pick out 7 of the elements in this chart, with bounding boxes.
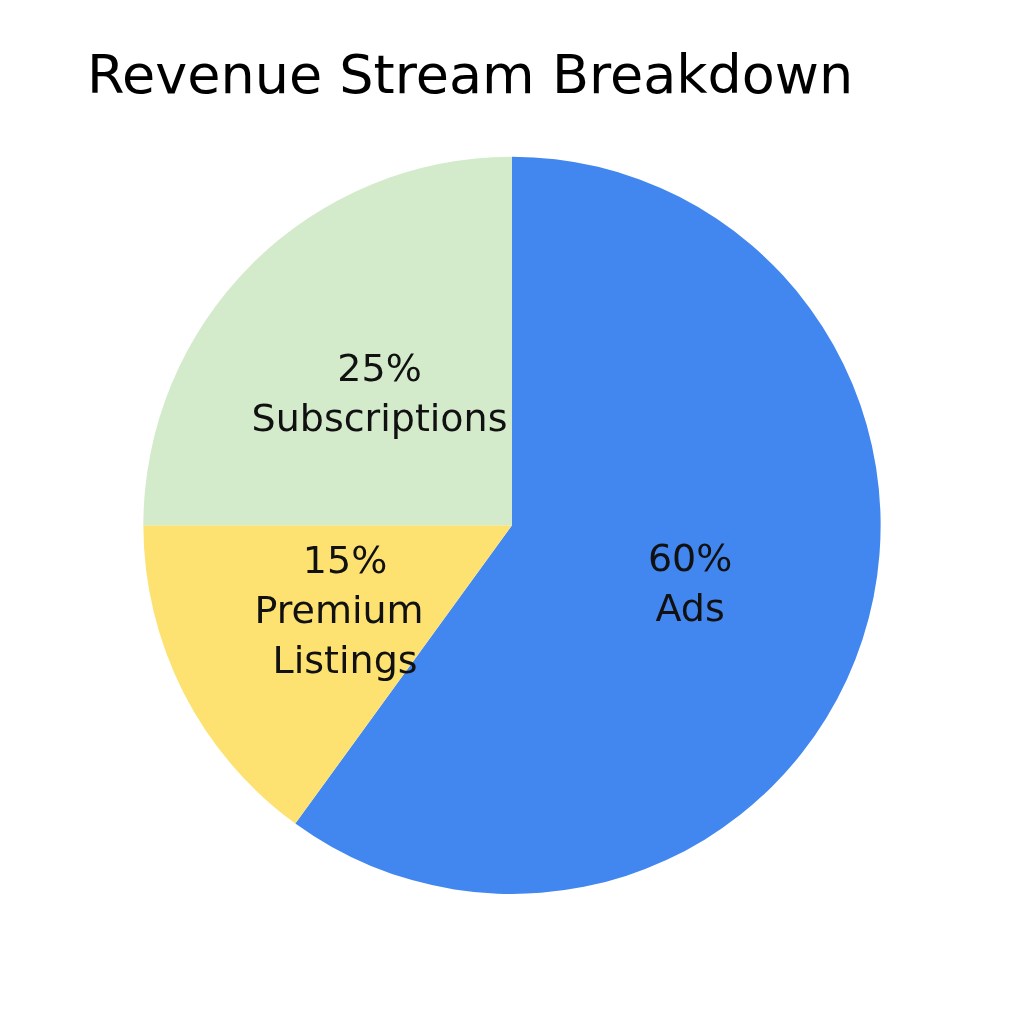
data-label: 15%	[302, 538, 388, 583]
chart-title: Revenue Stream Breakdown	[87, 42, 854, 106]
slice-label: Premium Listings	[254, 588, 436, 683]
slice-label: Ads	[655, 586, 725, 631]
data-label: 60%	[647, 536, 733, 581]
slice-label: Subscriptions	[251, 395, 508, 440]
data-label: 25%	[337, 345, 422, 390]
